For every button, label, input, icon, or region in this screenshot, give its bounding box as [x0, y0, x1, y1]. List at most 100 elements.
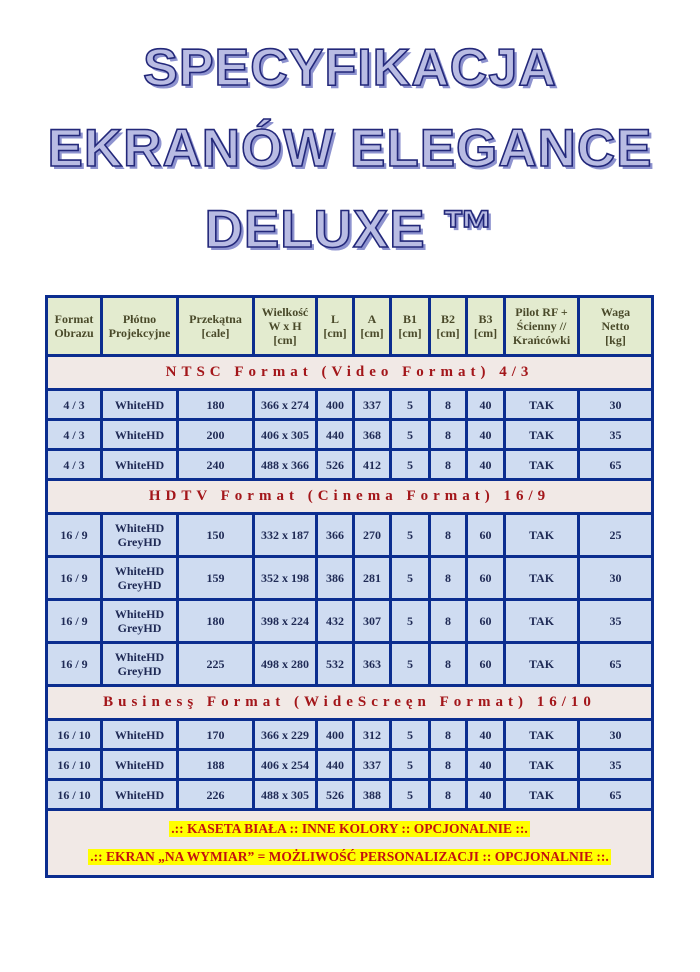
table-cell: 150: [176, 512, 255, 558]
table-cell: 406 x 254: [252, 748, 318, 781]
section-row: HDTV Format (Cinema Format) 16/9: [45, 478, 654, 515]
table-cell: WhiteHD: [100, 718, 179, 751]
table-cell: WhiteHD: [100, 388, 179, 421]
table-cell: 16 / 9: [45, 598, 103, 644]
table-cell: 8: [428, 388, 468, 421]
table-cell: 363: [352, 641, 392, 687]
table-cell: 170: [176, 718, 255, 751]
table-cell: 5: [389, 555, 431, 601]
table-row: 16 / 10 WhiteHD 170 366 x 229 400 312 5 8 40 TAK 3…: [45, 718, 654, 751]
table-cell: 440: [315, 418, 355, 451]
table-cell: 4 / 3: [45, 388, 103, 421]
column-header: Waga Netto [kg]: [577, 295, 654, 357]
table-cell: 16 / 10: [45, 778, 103, 811]
table-cell: 60: [465, 555, 506, 601]
table-cell: 8: [428, 555, 468, 601]
table-cell: 16 / 10: [45, 718, 103, 751]
table-cell: 368: [352, 418, 392, 451]
table-cell: 40: [465, 718, 506, 751]
table-cell: 366 x 274: [252, 388, 318, 421]
table-cell: 8: [428, 748, 468, 781]
table-cell: 270: [352, 512, 392, 558]
spec-table: Format Obrazu Płótno Projekcyjne Przekątna…: [45, 295, 654, 878]
table-cell: 386: [315, 555, 355, 601]
table-cell: 312: [352, 718, 392, 751]
table-cell: 65: [577, 448, 654, 481]
table-cell: 226: [176, 778, 255, 811]
table-cell: 200: [176, 418, 255, 451]
table-cell: 60: [465, 598, 506, 644]
table-cell: 5: [389, 418, 431, 451]
table-cell: 352 x 198: [252, 555, 318, 601]
column-header: Wielkość W x H [cm]: [252, 295, 318, 357]
table-cell: TAK: [503, 778, 580, 811]
table-cell: 16 / 9: [45, 641, 103, 687]
table-row: 4 / 3 WhiteHD 200 406 x 305 440 368 5 8 40 TAK 35: [45, 418, 654, 451]
table-cell: 188: [176, 748, 255, 781]
table-cell: 30: [577, 555, 654, 601]
table-cell: 400: [315, 388, 355, 421]
table-cell: 240: [176, 448, 255, 481]
option-note: .:: KASETA BIAŁA :: INNE KOLORY :: OPCJO…: [169, 821, 530, 837]
table-cell: 532: [315, 641, 355, 687]
table-cell: 35: [577, 598, 654, 644]
title-line-3: DELUXE ™: [204, 200, 496, 259]
title-line-1: SPECYFIKACJA: [142, 39, 557, 97]
table-cell: 8: [428, 598, 468, 644]
column-header: B3 [cm]: [465, 295, 506, 357]
table-cell: 4 / 3: [45, 448, 103, 481]
table-cell: 65: [577, 778, 654, 811]
table-cell: 25: [577, 512, 654, 558]
table-cell: WhiteHD: [100, 448, 179, 481]
table-cell: WhiteHD: [100, 778, 179, 811]
table-cell: 180: [176, 598, 255, 644]
table-cell: 30: [577, 718, 654, 751]
table-cell: 440: [315, 748, 355, 781]
table-cell: 30: [577, 388, 654, 421]
table-cell: 5: [389, 718, 431, 751]
table-cell: 488 x 366: [252, 448, 318, 481]
column-header: B2 [cm]: [428, 295, 468, 357]
table-cell: 16 / 10: [45, 748, 103, 781]
column-header: Pilot RF + Ścienny // Krańcówki: [503, 295, 580, 357]
table-cell: 432: [315, 598, 355, 644]
column-header: Płótno Projekcyjne: [100, 295, 179, 357]
table-cell: 400: [315, 718, 355, 751]
table-row: 4 / 3 WhiteHD 180 366 x 274 400 337 5 8 40 TAK 30: [45, 388, 654, 421]
table-cell: 281: [352, 555, 392, 601]
table-cell: TAK: [503, 555, 580, 601]
table-cell: TAK: [503, 448, 580, 481]
column-header: L [cm]: [315, 295, 355, 357]
table-cell: 60: [465, 512, 506, 558]
table-cell: 40: [465, 388, 506, 421]
table-cell: 8: [428, 718, 468, 751]
table-row: 16 / 10 WhiteHD 226 488 x 305 526 388 5 8 40 TAK 6…: [45, 778, 654, 811]
table-cell: 65: [577, 641, 654, 687]
table-cell: 40: [465, 778, 506, 811]
table-cell: TAK: [503, 718, 580, 751]
table-cell: 5: [389, 598, 431, 644]
table-cell: WhiteHD GreyHD: [100, 641, 179, 687]
table-cell: WhiteHD GreyHD: [100, 555, 179, 601]
table-cell: 8: [428, 418, 468, 451]
table-cell: 337: [352, 748, 392, 781]
table-cell: 5: [389, 778, 431, 811]
table-cell: TAK: [503, 748, 580, 781]
table-cell: WhiteHD: [100, 418, 179, 451]
table-cell: 488 x 305: [252, 778, 318, 811]
table-cell: 498 x 280: [252, 641, 318, 687]
table-cell: 8: [428, 641, 468, 687]
table-cell: 526: [315, 778, 355, 811]
table-cell: 40: [465, 748, 506, 781]
table-row: 16 / 10 WhiteHD 188 406 x 254 440 337 5 8 40 TAK 3…: [45, 748, 654, 781]
table-cell: 398 x 224: [252, 598, 318, 644]
section-title: NTSC Format (Video Format) 4/3: [45, 354, 654, 391]
section-row: NTSC Format (Video Format) 4/3: [45, 354, 654, 391]
column-header: B1 [cm]: [389, 295, 431, 357]
table-row: 16 / 9 WhiteHD GreyHD 180 398 x 224 432 307 5 8…: [45, 598, 654, 644]
table-cell: 526: [315, 448, 355, 481]
section-title: HDTV Format (Cinema Format) 16/9: [45, 478, 654, 515]
footer-row: .:: KASETA BIAŁA :: INNE KOLORY :: OPCJO…: [45, 808, 654, 878]
column-header: A [cm]: [352, 295, 392, 357]
table-cell: 35: [577, 418, 654, 451]
